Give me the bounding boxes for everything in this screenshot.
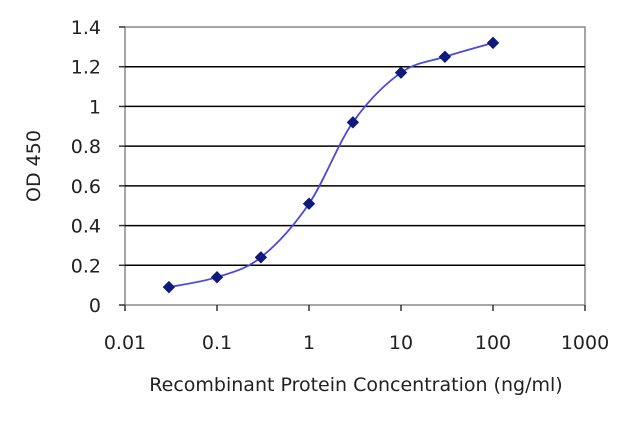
- series-line: [168, 42, 494, 289]
- series-group: [162, 36, 500, 294]
- data-point: [254, 251, 268, 264]
- x-tick-label: 0.01: [104, 332, 146, 354]
- y-tick-label: 1.4: [71, 17, 101, 39]
- data-point: [486, 36, 500, 50]
- data-point: [438, 50, 452, 63]
- y-tick-label: 1: [89, 96, 101, 118]
- y-tick-label: 0: [89, 295, 101, 317]
- x-tick-label: 10: [389, 332, 413, 354]
- x-tick-label: 1000: [561, 332, 609, 354]
- x-tick-label: 0.1: [202, 332, 232, 354]
- data-point: [346, 116, 360, 129]
- x-axis-ticks: 0.01 0.1 1 10 100 1000: [104, 305, 609, 354]
- y-tick-label: 1.2: [71, 57, 101, 79]
- x-axis-label: Recombinant Protein Concentration (ng/ml…: [149, 374, 562, 396]
- data-point: [162, 280, 176, 294]
- data-point: [394, 66, 408, 79]
- plot-area: [124, 26, 586, 306]
- data-point: [210, 270, 224, 284]
- y-tick-label: 0.6: [71, 176, 101, 198]
- gridlines: [125, 65, 585, 267]
- y-axis-label: OD 450: [23, 130, 45, 202]
- x-tick-label: 1: [303, 332, 315, 354]
- x-tick-label: 100: [475, 332, 511, 354]
- data-point: [302, 197, 316, 210]
- y-axis-ticks: 0 0.2 0.4 0.6 0.8 1 1.2 1.4: [71, 17, 125, 317]
- y-tick-label: 0.8: [71, 136, 101, 158]
- plot-border: [124, 26, 586, 306]
- y-tick-label: 0.4: [71, 216, 101, 238]
- y-tick-label: 0.2: [71, 255, 101, 277]
